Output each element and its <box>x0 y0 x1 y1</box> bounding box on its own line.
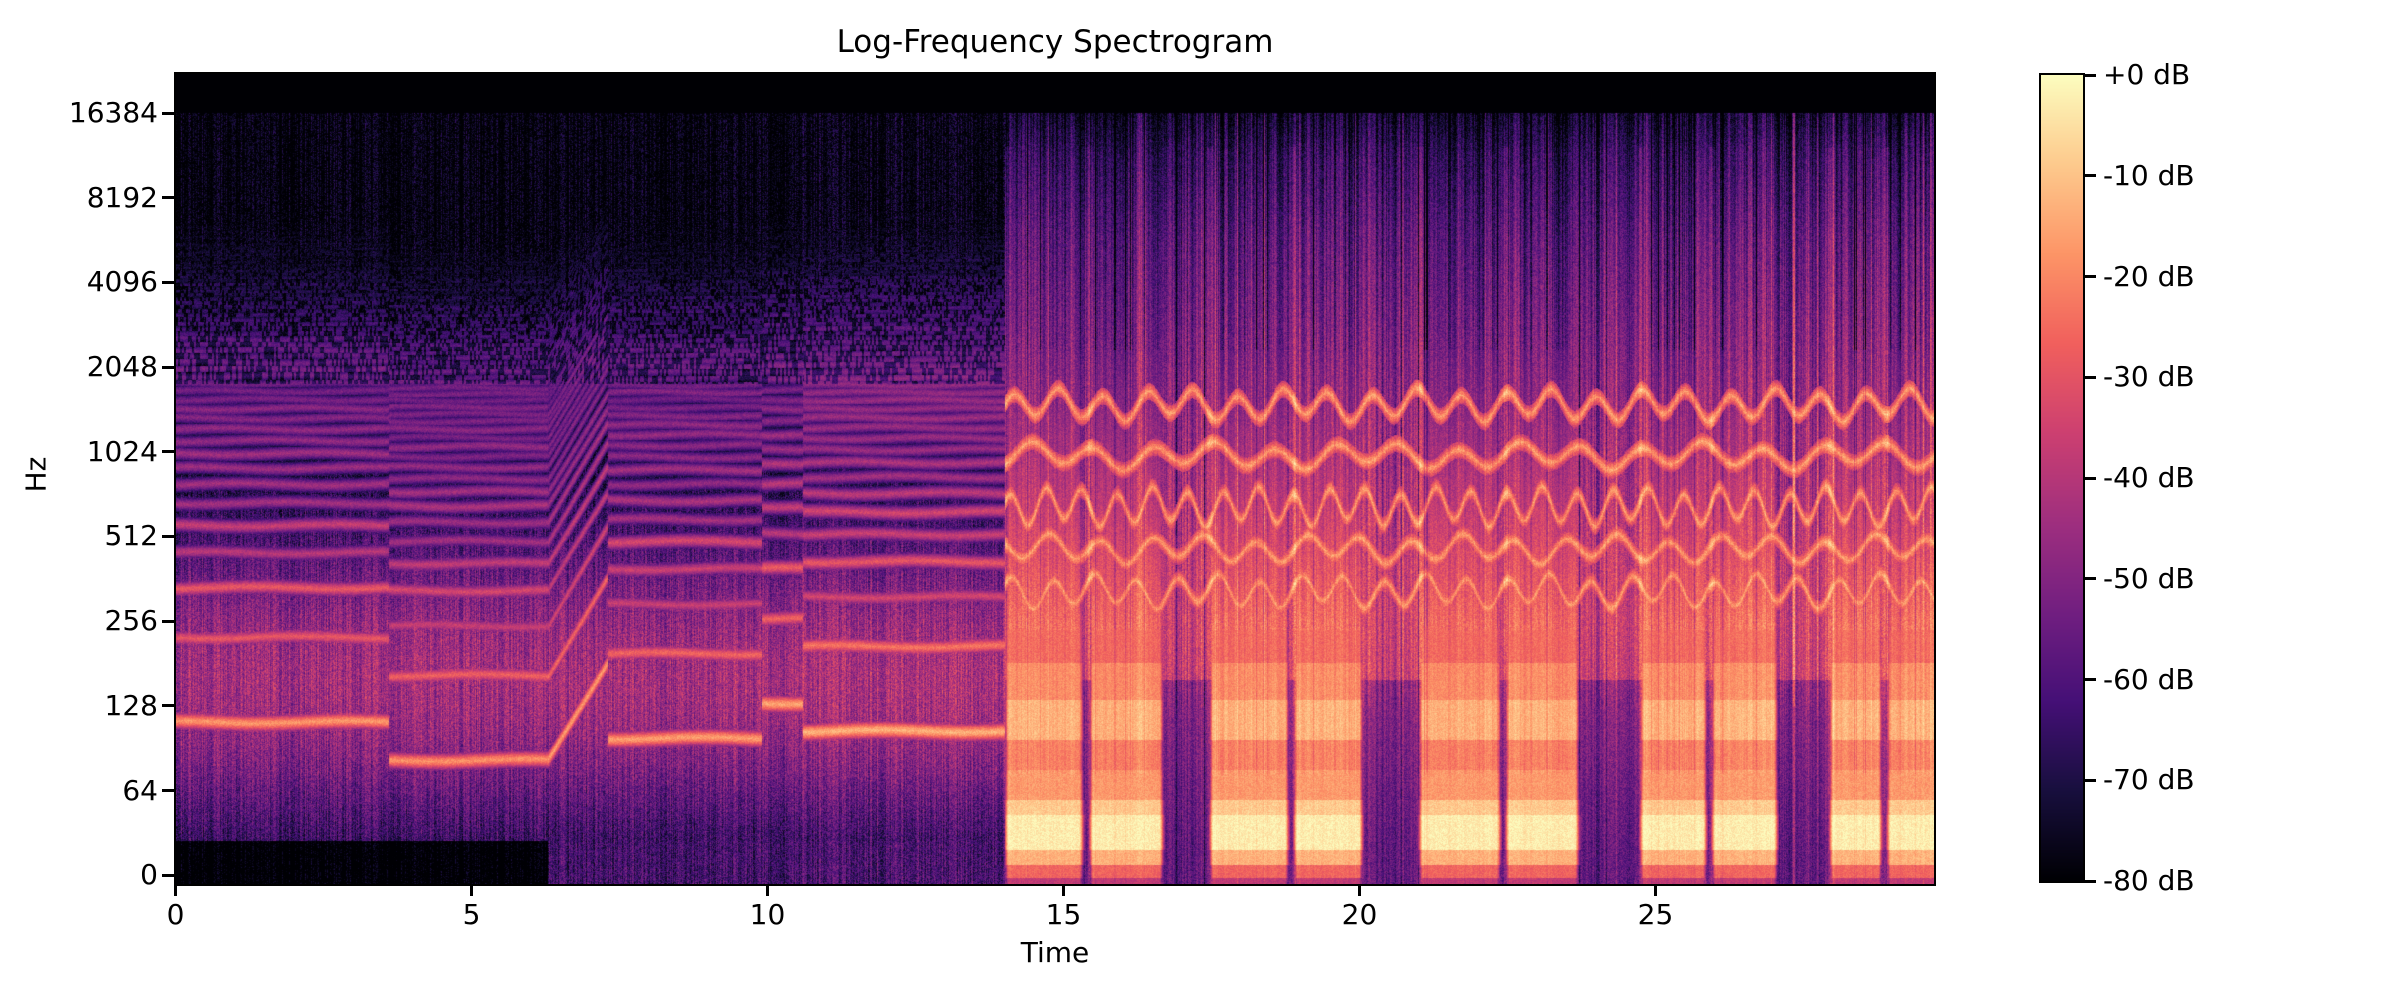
colorbar-tick <box>2085 476 2096 480</box>
x-tick-label: 0 <box>166 898 185 931</box>
x-tick-label: 20 <box>1341 898 1378 931</box>
x-tick <box>1358 884 1361 896</box>
x-axis-label: Time <box>1020 936 1090 969</box>
x-tick <box>470 884 473 896</box>
x-tick-label: 5 <box>462 898 481 931</box>
y-tick-label: 0 <box>140 858 158 892</box>
y-tick-label: 64 <box>122 773 158 807</box>
colorbar-tick <box>2085 678 2096 681</box>
colorbar-tick-label: -30 dB <box>2103 360 2195 394</box>
x-tick <box>766 884 769 896</box>
y-tick <box>162 534 174 538</box>
y-tick-label: 4096 <box>86 265 158 299</box>
y-tick <box>162 196 174 200</box>
chart-title: Log-Frequency Spectrogram <box>836 24 1274 60</box>
colorbar-tick <box>2085 275 2096 278</box>
y-tick <box>162 704 174 708</box>
x-tick <box>1062 884 1065 896</box>
y-axis-label: Hz <box>19 456 53 493</box>
y-tick-label: 512 <box>104 519 158 553</box>
x-tick <box>174 884 177 896</box>
colorbar-tick-label: -50 dB <box>2103 561 2195 595</box>
y-tick <box>162 789 174 793</box>
y-tick <box>162 873 174 877</box>
x-tick-label: 10 <box>749 898 786 931</box>
colorbar-frame <box>2039 73 2085 883</box>
y-tick <box>162 111 174 115</box>
plot-frame <box>174 72 1936 886</box>
y-tick-label: 256 <box>104 604 158 638</box>
y-tick <box>162 365 174 369</box>
colorbar-tick-label: -10 dB <box>2103 158 2195 192</box>
colorbar-tick <box>2085 577 2096 581</box>
y-tick <box>162 450 174 454</box>
colorbar-tick <box>2085 375 2096 379</box>
y-tick-label: 1024 <box>86 434 158 468</box>
y-tick-label: 2048 <box>86 350 158 384</box>
x-tick-label: 25 <box>1637 898 1674 931</box>
y-tick <box>162 619 174 623</box>
colorbar-gradient <box>2041 75 2083 881</box>
colorbar-tick-label: -70 dB <box>2103 763 2195 797</box>
colorbar-tick-label: -60 dB <box>2103 662 2195 696</box>
x-tick-label: 15 <box>1045 898 1082 931</box>
y-tick-label: 16384 <box>68 96 158 129</box>
colorbar-tick <box>2085 879 2096 883</box>
x-tick <box>1654 884 1657 896</box>
colorbar-tick-label: -40 dB <box>2103 461 2195 494</box>
colorbar-tick <box>2085 73 2096 77</box>
colorbar-tick-label: +0 dB <box>2103 58 2191 91</box>
colorbar-tick-label: -20 dB <box>2103 259 2195 293</box>
y-tick <box>162 280 174 284</box>
colorbar-tick <box>2085 778 2096 782</box>
y-tick-label: 8192 <box>86 180 158 214</box>
colorbar-tick-label: -80 dB <box>2103 864 2195 897</box>
colorbar-tick <box>2085 174 2096 178</box>
spectrogram-heatmap <box>176 74 1934 884</box>
y-tick-label: 128 <box>104 688 158 722</box>
